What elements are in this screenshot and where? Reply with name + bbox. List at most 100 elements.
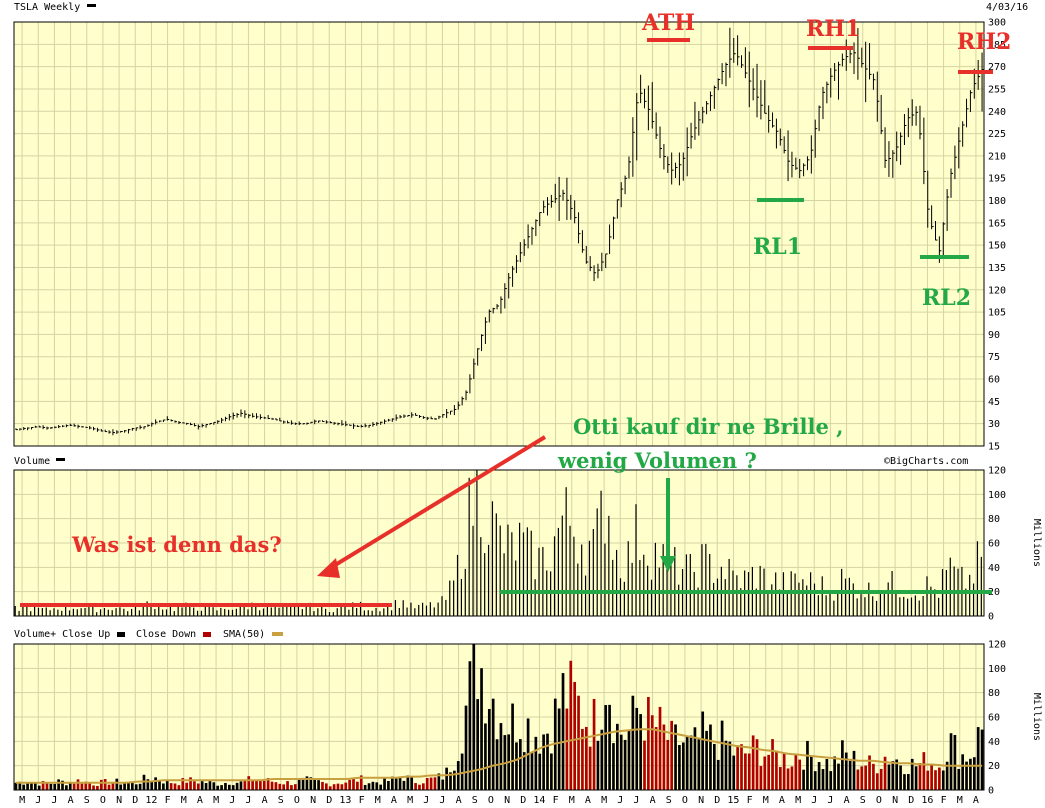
volume-bar [852,583,854,616]
volume-bar [445,767,448,790]
volume-bar [666,549,668,616]
x-tick-label: F [553,795,559,806]
volume-bar [491,501,494,616]
volume-bar [328,612,331,616]
volume-bar [600,729,604,790]
volume-bar [57,779,60,790]
volume-bar [604,543,606,616]
volume-bar [96,785,99,790]
rh2-label: RH2 [957,29,1011,55]
y-tick-label: 40 [988,563,1000,574]
volume-bar [817,762,821,790]
volume-bar [716,578,719,616]
y-tick-label: 0 [988,612,994,623]
volume-bar [476,470,478,616]
volume-bar [464,568,466,616]
volume-bar [274,782,278,790]
volume-bar [965,588,967,616]
volume-bar [433,777,437,790]
volume-bar [80,783,84,790]
x-tick-label: J [229,795,235,806]
volume-bar [918,763,922,790]
volume-bar [212,782,216,790]
volume-bar [608,515,610,616]
volume-bar [68,782,72,790]
volume-bar [154,777,157,790]
volume-bar [806,740,809,790]
x-tick-label: S [84,795,90,806]
volume-bar [619,578,622,616]
y-tick-label: 285 [988,40,1006,51]
volume-bar [247,609,249,616]
volume-bar [941,770,945,790]
volume-bar [775,750,778,790]
volume-bar [297,779,301,790]
volume-bar [266,603,268,616]
volume-bar [934,589,936,616]
volume-bar [297,605,300,616]
x-tick-label: J [423,795,429,806]
volume-bar [627,729,631,790]
volume-bar [445,599,447,616]
y-tick-label: 60 [988,375,1000,386]
volume-bar [107,609,109,616]
volume-bar [914,595,916,616]
x-tick-label: J [811,795,817,806]
x-tick-label: F [941,795,947,806]
volume-bar [352,778,355,790]
volume-bar [852,750,856,790]
volume-bar [80,608,82,616]
y-tick-label: 300 [988,18,1006,29]
x-tick-label: A [197,795,203,806]
y-tick-label: 120 [988,640,1006,651]
volume-bar [495,513,497,616]
x-tick-label: O [488,795,494,806]
volume-bar [926,770,930,790]
volume-bar [875,773,879,790]
volume-bar [658,706,662,790]
volume-bar [608,704,611,790]
y-tick-label: 240 [988,107,1006,118]
volume-bar [123,783,126,790]
volume-bar [596,508,598,616]
y-tick-label: 100 [988,490,1006,501]
volume-bar [387,781,390,790]
volume-bar [526,527,528,616]
volume-bar [99,779,103,790]
volume-bar [969,758,972,790]
volume-close-panel: 120 100 80 60 40 20 0 [13,640,1006,797]
volume-bar [627,541,629,616]
volume-bar [251,602,253,616]
y-tick-label: 180 [988,196,1006,207]
volume-bar [208,781,212,790]
volume-bar [134,606,137,616]
volume-bar [736,575,738,616]
volume-bar [922,596,924,616]
volume-bar [433,607,435,616]
x-axis-month-labels: M J J A S O N D 12 F M A M J J A S O N D 13 F M A M J J A S O N D 14 F M A M… [19,795,979,806]
volume-bar [453,580,455,616]
volume-bar [976,727,980,790]
volume-bar [290,606,292,616]
volume-bar [162,783,165,790]
volume-bar [491,698,495,790]
ath-label: ATH [641,10,695,36]
volume-bar [794,573,796,616]
volume-bar [778,767,782,790]
volume-bar [464,705,468,790]
volume-bar [868,582,870,616]
volume-bar [367,783,371,790]
y-tick-label: 20 [988,761,1000,772]
y-tick-label: 60 [988,539,1000,550]
volume-bar [786,593,788,616]
x-tick-label: M [763,795,769,806]
volume-bar [542,546,544,616]
volume-bar [674,547,676,616]
volume-bar [185,782,188,790]
volume-bar [957,768,961,790]
volume-bar [643,554,645,616]
volume-bar [196,783,200,790]
volume-bar [352,602,354,616]
volume-bar [515,560,517,616]
volume-bar [49,783,53,790]
